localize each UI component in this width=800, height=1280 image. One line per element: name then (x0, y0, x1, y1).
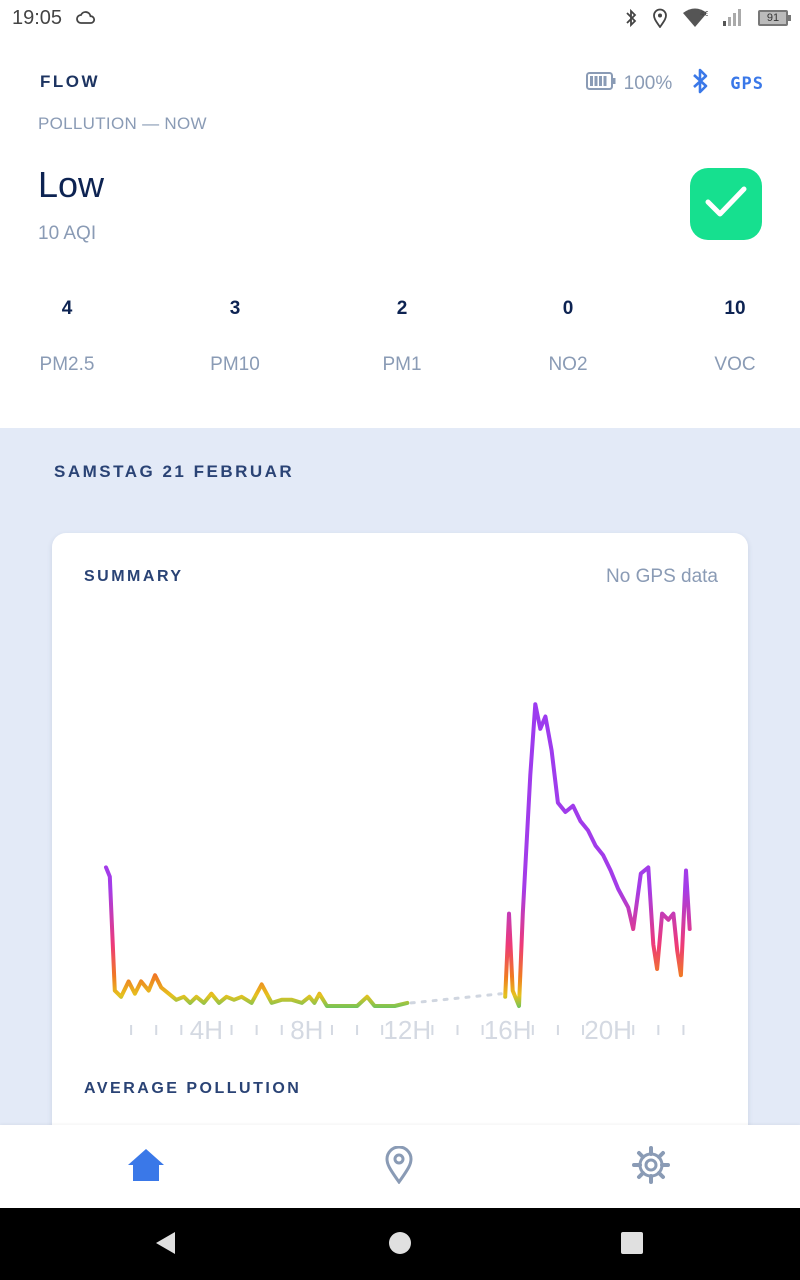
gear-icon (632, 1145, 670, 1189)
battery-percent: 100% (623, 72, 673, 94)
app-title: FLOW (40, 72, 101, 91)
bluetooth-connected-icon[interactable] (690, 68, 712, 99)
signal-icon (722, 9, 744, 27)
metric-label: PM10 (210, 354, 260, 375)
pollution-subtitle: POLLUTION — NOW (38, 114, 207, 133)
metric-value: 2 (396, 298, 408, 319)
status-time: 19:05 (12, 6, 63, 29)
home-icon (126, 1147, 166, 1188)
metric-label: PM2.5 (39, 354, 95, 375)
summary-chart[interactable]: 4H 8H 12H 16H 20H (52, 613, 748, 1053)
device-status: 100% GPS (585, 68, 764, 99)
home-circle-icon (388, 1231, 412, 1260)
system-nav-bar (0, 1208, 800, 1280)
metric-value: 10 (724, 298, 746, 319)
status-battery-icon: 91 (758, 10, 791, 26)
metric-label: NO2 (548, 354, 588, 375)
day-section[interactable]: SAMSTAG 21 FEBRUAR SUMMARY No GPS data 4… (0, 428, 800, 1125)
gps-note: No GPS data (606, 566, 718, 587)
x-tick-label: 4H (190, 1015, 223, 1045)
aqi-value: 10 AQI (38, 223, 97, 244)
metric-value: 4 (61, 298, 73, 319)
data-gap-line (409, 992, 503, 1005)
x-tick-label: 8H (290, 1015, 323, 1045)
home-system-button[interactable] (385, 1230, 415, 1260)
status-bar: 19:05 4G 91 (0, 0, 800, 36)
wifi-icon: 4G (682, 8, 708, 28)
recents-square-icon (620, 1231, 644, 1260)
battery-icon (585, 71, 616, 97)
metric-pm1: 2 PM1 (342, 298, 462, 376)
series-late-line (503, 702, 692, 1008)
x-tick-label: 12H (383, 1015, 431, 1045)
metric-no2: 0 NO2 (508, 298, 628, 376)
metric-label: PM1 (382, 354, 422, 375)
network-type-label: 4G (700, 10, 708, 18)
location-pin-icon (384, 1145, 414, 1189)
gps-status[interactable]: GPS (730, 73, 764, 94)
status-check-badge (690, 168, 762, 240)
x-tick-label: 20H (584, 1015, 632, 1045)
nav-map-button[interactable] (377, 1145, 421, 1189)
summary-card[interactable]: SUMMARY No GPS data 4H 8H 12H 16H 20H AVERAG… (52, 533, 748, 1125)
header-panel: FLOW 100% GPS POLLUTION — NOW Low 10 AQI… (0, 36, 800, 428)
average-pollution-title: AVERAGE POLLUTION (84, 1080, 302, 1097)
x-axis: 4H 8H 12H 16H 20H (130, 1015, 685, 1045)
date-title: SAMSTAG 21 FEBRUAR (54, 462, 295, 481)
metric-pm25: 4 PM2.5 (7, 298, 127, 376)
nav-home-button[interactable] (124, 1145, 168, 1189)
bluetooth-icon (624, 8, 638, 28)
metric-voc: 10 VOC (675, 298, 795, 376)
back-button[interactable] (150, 1230, 180, 1260)
nav-settings-button[interactable] (629, 1145, 673, 1189)
check-icon (704, 184, 748, 225)
metric-pm10: 3 PM10 (175, 298, 295, 376)
summary-title: SUMMARY (84, 568, 184, 585)
x-tick-label: 16H (484, 1015, 532, 1045)
recents-button[interactable] (617, 1230, 647, 1260)
device-battery: 100% (585, 71, 673, 97)
metric-value: 3 (229, 298, 241, 319)
series-early-line (104, 865, 410, 1008)
metric-value: 0 (562, 298, 574, 319)
bottom-nav (0, 1125, 800, 1208)
location-icon (652, 8, 668, 28)
metric-label: VOC (714, 354, 756, 375)
pollution-level: Low (38, 164, 105, 205)
cloud-icon (76, 10, 96, 26)
back-triangle-icon (153, 1230, 177, 1261)
